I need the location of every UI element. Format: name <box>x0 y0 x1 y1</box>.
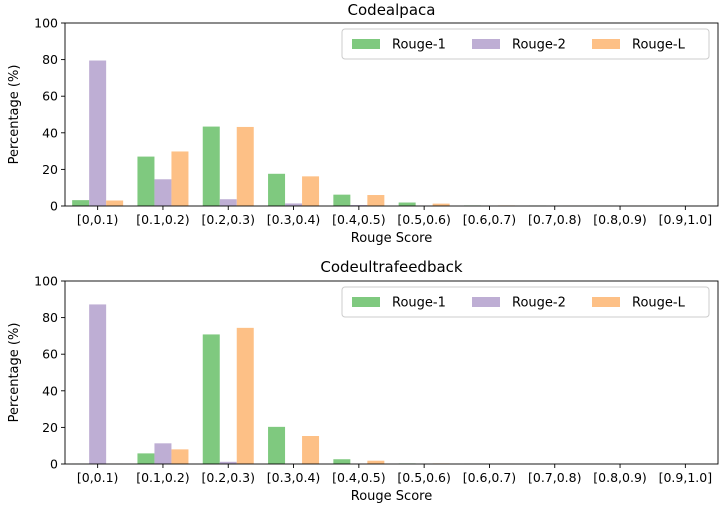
legend-swatch-rouge-2 <box>472 297 500 307</box>
x-axis-label: Rouge Score <box>351 231 432 246</box>
chart-title: Codealpaca <box>348 1 436 19</box>
axes-frame <box>64 22 719 207</box>
y-tick-label: 60 <box>42 89 58 104</box>
x-tick-label: [0,0.1) <box>77 470 119 485</box>
y-tick-label: 40 <box>42 125 58 140</box>
y-tick-label: 100 <box>34 274 58 289</box>
bar-rouge-1-2 <box>137 156 155 206</box>
bar-rouge-1-1 <box>72 200 90 206</box>
bar-rouge-l-3 <box>236 126 254 206</box>
legend-box <box>341 28 710 60</box>
bar-rouge-l-4 <box>302 176 320 206</box>
bar-rouge-l-6 <box>432 203 450 206</box>
bar-rouge-1-3 <box>202 126 220 206</box>
y-tick-label: 60 <box>42 347 58 362</box>
bar-rouge-l-4 <box>302 436 320 464</box>
bar-rouge-2-3 <box>219 199 237 206</box>
bar-rouge-l-2 <box>171 151 189 206</box>
x-tick-label: [0.6,0.7) <box>463 470 517 485</box>
y-tick-label: 80 <box>42 52 58 67</box>
bar-rouge-l-2 <box>171 449 189 464</box>
bar-rouge-1-5 <box>333 459 351 464</box>
legend-swatch-rouge-l <box>592 297 620 307</box>
legend-swatch-rouge-1 <box>352 297 380 307</box>
y-axis-label: Percentage (%) <box>7 65 22 165</box>
x-tick-label: [0.3,0.4) <box>267 470 321 485</box>
y-tick-label: 0 <box>50 457 58 472</box>
bar-rouge-2-4 <box>285 203 303 206</box>
y-tick-label: 80 <box>42 310 58 325</box>
x-tick-label: [0.6,0.7) <box>463 212 517 227</box>
x-tick-label: [0.1,0.2) <box>136 470 190 485</box>
y-tick-label: 20 <box>42 420 58 435</box>
chart-title: Codeultrafeedback <box>320 258 463 276</box>
bar-rouge-2-1 <box>89 304 107 464</box>
x-tick-label: [0.2,0.3) <box>202 212 256 227</box>
chart-panel-1: Codealpaca 0 20 40 60 80 100 [0,0.1) [0.1,0.2) [0… <box>7 1 719 246</box>
legend-label-rouge-l: Rouge-L <box>632 296 686 311</box>
legend-label-rouge-1: Rouge-1 <box>392 296 446 311</box>
x-tick-label: [0.4,0.5) <box>332 470 386 485</box>
y-tick-label: 0 <box>50 199 58 214</box>
x-tick-label: [0.3,0.4) <box>267 212 321 227</box>
legend-label-rouge-l: Rouge-L <box>632 38 686 53</box>
x-tick-label: [0.8,0.9) <box>593 212 647 227</box>
bar-rouge-2-2 <box>154 179 172 206</box>
x-tick-label: [0.9,1.0] <box>659 212 713 227</box>
x-tick-label: [0.1,0.2) <box>136 212 190 227</box>
bar-rouge-1-5 <box>333 194 351 206</box>
bar-rouge-l-3 <box>236 327 254 464</box>
legend-label-rouge-2: Rouge-2 <box>512 38 566 53</box>
bar-rouge-2-2 <box>154 443 172 464</box>
legend: Rouge-1 Rouge-2 Rouge-L <box>341 28 710 60</box>
y-tick-label: 40 <box>42 383 58 398</box>
bar-rouge-l-5 <box>367 195 385 206</box>
legend-swatch-rouge-1 <box>352 39 380 49</box>
legend-swatch-rouge-2 <box>472 39 500 49</box>
x-axis-label: Rouge Score <box>351 489 432 504</box>
x-tick-label: [0.7,0.8) <box>528 470 582 485</box>
legend-swatch-rouge-l <box>592 39 620 49</box>
x-tick-label: [0.4,0.5) <box>332 212 386 227</box>
bar-rouge-2-1 <box>89 60 107 206</box>
y-axis-label: Percentage (%) <box>7 323 22 423</box>
legend-label-rouge-1: Rouge-1 <box>392 38 446 53</box>
legend-box <box>341 286 710 318</box>
axes-frame <box>64 280 719 465</box>
legend-label-rouge-2: Rouge-2 <box>512 296 566 311</box>
x-tick-label: [0.8,0.9) <box>593 470 647 485</box>
bar-rouge-1-3 <box>202 334 220 464</box>
chart-panel-2: Codeultrafeedback 0 20 40 60 80 100 [0,0.1) [0.1… <box>7 258 719 504</box>
legend: Rouge-1 Rouge-2 Rouge-L <box>341 286 710 318</box>
x-tick-label: [0.5,0.6) <box>397 470 451 485</box>
x-tick-label: [0,0.1) <box>77 212 119 227</box>
x-tick-label: [0.7,0.8) <box>528 212 582 227</box>
bar-rouge-2-3 <box>219 461 237 464</box>
y-tick-label: 100 <box>34 16 58 31</box>
bar-rouge-1-6 <box>398 202 416 206</box>
x-tick-label: [0.9,1.0] <box>659 470 713 485</box>
y-tick-label: 20 <box>42 162 58 177</box>
bar-rouge-l-5 <box>367 460 385 464</box>
bar-rouge-l-1 <box>106 200 124 206</box>
bar-rouge-1-4 <box>268 173 286 206</box>
x-tick-label: [0.2,0.3) <box>202 470 256 485</box>
bar-rouge-1-2 <box>137 453 155 464</box>
bar-rouge-2-5 <box>350 205 368 206</box>
x-tick-label: [0.5,0.6) <box>397 212 451 227</box>
bar-rouge-1-4 <box>268 426 286 464</box>
